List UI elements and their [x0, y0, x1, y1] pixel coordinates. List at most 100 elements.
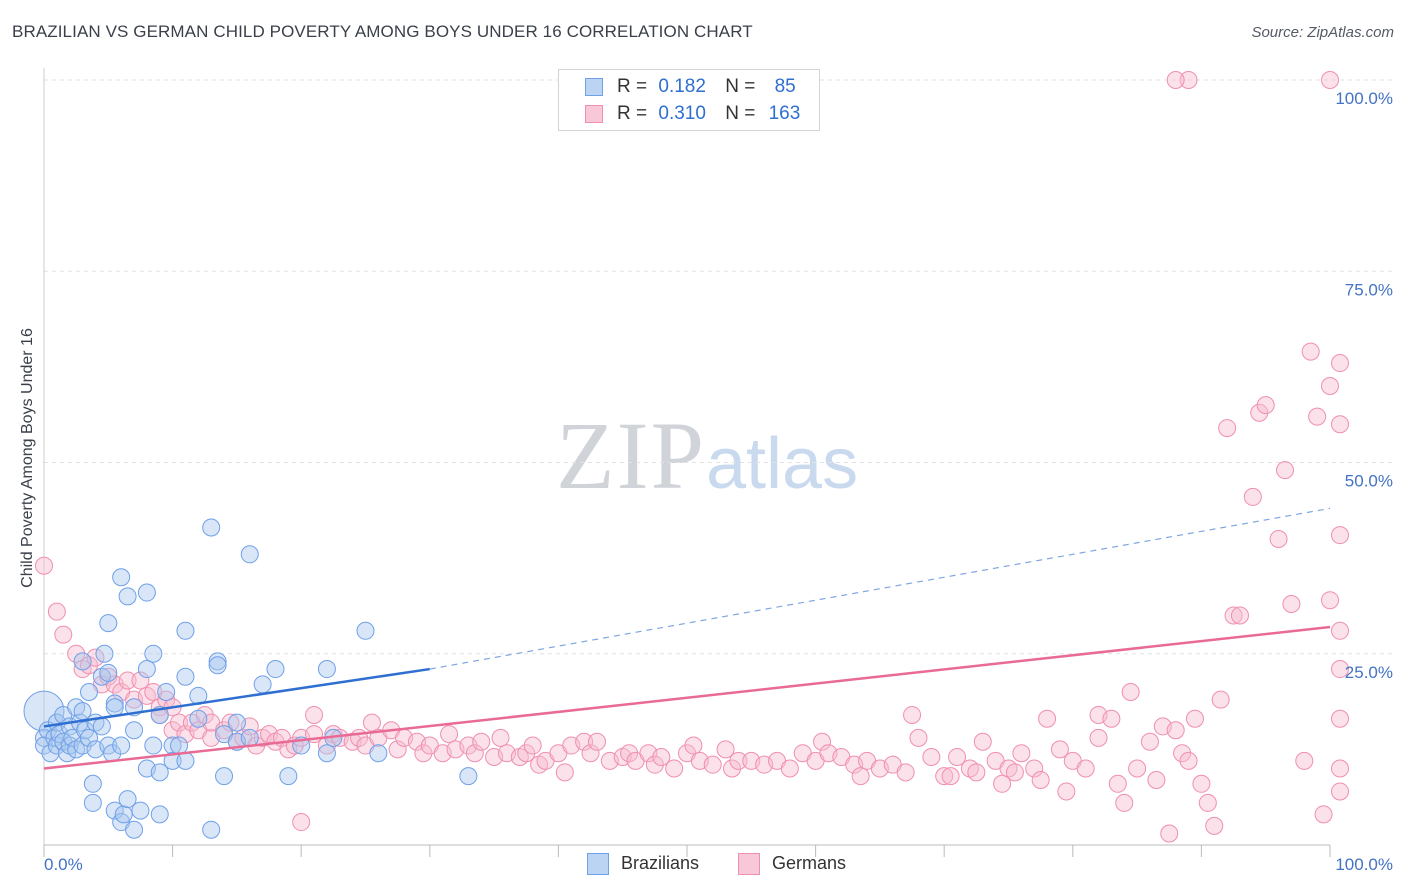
brazilians-point: [317, 660, 336, 679]
legend-n-value: 85: [774, 76, 796, 97]
germans-point: [1147, 770, 1166, 789]
brazilians-point: [240, 728, 259, 747]
brazilians-point: [170, 736, 189, 755]
germans-point: [99, 667, 118, 686]
brazilians-point: [208, 652, 227, 671]
x-tick-label: 0.0%: [44, 855, 83, 874]
germans-point: [131, 671, 150, 690]
germans-point: [118, 671, 137, 690]
germans-point: [973, 732, 992, 751]
germans-point: [1301, 342, 1320, 361]
brazilians-point: [112, 736, 131, 755]
stats-legend: R = 0.182 N = 85 R = 0.310 N = 163: [558, 69, 820, 131]
germans-point: [305, 705, 324, 724]
germans-point: [1179, 751, 1198, 770]
germans-point: [1250, 403, 1269, 422]
germans-point: [1331, 782, 1349, 801]
brazilians-point: [227, 713, 246, 732]
brazilians-point: [369, 744, 388, 763]
germans-point: [1218, 419, 1237, 438]
brazilians-point: [163, 751, 182, 770]
germans-point: [1140, 732, 1159, 751]
germans-point: [1128, 759, 1147, 778]
brazilians-point: [202, 518, 221, 537]
brazilians-point: [105, 694, 124, 713]
germans-point: [1269, 530, 1288, 548]
germans-point: [1012, 744, 1031, 763]
germans-point: [703, 755, 722, 774]
germans-point: [523, 736, 542, 755]
brazilians-point: [118, 587, 137, 606]
germans-point: [414, 744, 433, 763]
brazilians-point: [95, 644, 114, 663]
germans-point: [1331, 354, 1349, 373]
legend-n-label: N =: [725, 76, 756, 97]
germans-point: [1121, 683, 1140, 701]
brazilians-point: [73, 652, 92, 671]
germans-point: [1050, 740, 1069, 759]
watermark-atlas: atlas: [706, 424, 859, 504]
germans-point: [388, 740, 407, 759]
watermark-zip: ZIP: [556, 402, 706, 509]
legend-swatch-brazilians: [585, 78, 603, 96]
brazilians-point: [118, 790, 137, 809]
y-tick-label: 50.0%: [1345, 472, 1393, 491]
germans-point: [729, 751, 748, 770]
germans-point: [1331, 415, 1349, 434]
brazilians-point: [114, 805, 133, 824]
brazilians-point: [176, 751, 195, 770]
germans-points: [35, 71, 1349, 843]
legend-swatch-germans: [585, 105, 603, 123]
germans-point: [665, 759, 684, 778]
germans-point: [292, 813, 311, 832]
germans-point: [1025, 759, 1044, 778]
germans-point: [935, 767, 954, 786]
germans-point: [1005, 763, 1024, 782]
germans-point: [67, 644, 86, 663]
brazilians-point: [189, 709, 208, 728]
axes: [43, 68, 1331, 857]
germans-point: [1173, 744, 1192, 763]
germans-point: [1198, 793, 1217, 812]
legend-r-label: R =: [617, 76, 648, 97]
legend-r-value: 0.182: [658, 76, 706, 97]
germans-point: [1275, 461, 1294, 480]
germans-point: [35, 556, 53, 575]
brazilians-point: [253, 675, 272, 694]
germans-point: [1166, 721, 1185, 740]
germans-point: [1308, 407, 1327, 426]
brazilians-point: [105, 801, 124, 820]
watermark: ZIPatlas: [556, 400, 858, 511]
y-tick-label: 75.0%: [1345, 280, 1393, 299]
germans-point: [780, 759, 799, 778]
germans-point: [1057, 782, 1076, 801]
bottom-legend-label-brazilians: Brazilians: [621, 853, 700, 873]
germans-point: [1282, 595, 1301, 614]
germans-point: [1314, 805, 1333, 824]
brazilians-point: [356, 621, 375, 640]
germans-point: [440, 725, 459, 744]
germans-point: [1321, 377, 1339, 395]
brazilians-point: [144, 644, 163, 663]
germans-point: [1331, 709, 1349, 728]
legend-r-label: R =: [617, 103, 648, 124]
brazilians-point: [176, 621, 195, 640]
germans-point: [1089, 728, 1108, 747]
germans-point: [1256, 396, 1275, 415]
brazilians-point: [131, 801, 150, 820]
germans-point: [948, 748, 967, 767]
legend-text-brazilians: R = 0.182 N = 85: [617, 76, 796, 98]
germans-point: [684, 736, 703, 755]
brazilians-point: [208, 656, 227, 675]
germans-point: [472, 732, 491, 751]
x-tick-label: 100.0%: [1335, 855, 1393, 874]
germans-point: [1192, 774, 1211, 793]
germans-point: [581, 744, 600, 763]
brazilians-point: [137, 660, 156, 679]
germans-point: [1038, 709, 1057, 728]
germans-point: [1185, 709, 1204, 728]
germans-point: [47, 602, 66, 621]
brazilians-point: [157, 683, 176, 701]
germans-point: [1224, 606, 1243, 625]
